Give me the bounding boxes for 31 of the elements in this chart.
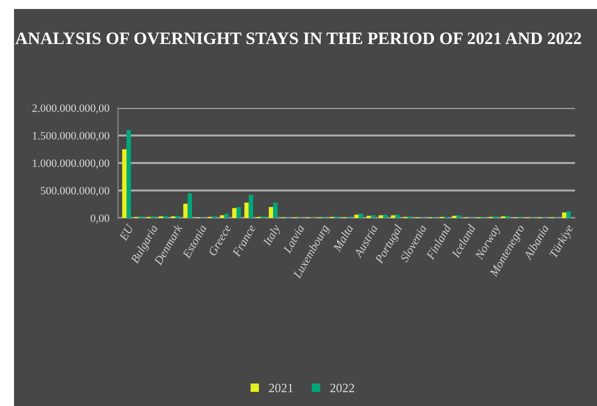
y-tick-label: 0,00 bbox=[90, 214, 110, 224]
bar bbox=[183, 204, 188, 218]
bar bbox=[220, 215, 224, 218]
bar bbox=[188, 193, 192, 218]
bar bbox=[268, 207, 274, 218]
bar bbox=[358, 214, 364, 218]
bar bbox=[566, 211, 571, 218]
bar bbox=[395, 214, 400, 218]
bar bbox=[456, 215, 461, 218]
bar bbox=[354, 214, 359, 218]
y-tick-label: 1.000.000.000,00 bbox=[32, 159, 110, 169]
legend-label: 2021 bbox=[269, 384, 293, 392]
bar bbox=[248, 194, 254, 218]
y-tick-label: 2.000.000.000,00 bbox=[32, 104, 110, 114]
bar bbox=[122, 149, 127, 218]
bar bbox=[383, 214, 388, 218]
bar bbox=[224, 214, 229, 218]
bar bbox=[236, 207, 241, 218]
y-tick-label: 1.500.000.000,00 bbox=[32, 132, 110, 142]
x-tick-label: EU bbox=[119, 223, 134, 242]
bar bbox=[390, 215, 396, 218]
chart-title: ANALYSIS OF OVERNIGHT STAYS IN THE PERIOD OF 2021 AND 2022 bbox=[15, 32, 582, 44]
bar bbox=[378, 215, 384, 218]
bar bbox=[370, 215, 376, 218]
bar bbox=[273, 202, 278, 218]
bar bbox=[232, 208, 237, 218]
bar bbox=[126, 130, 131, 218]
bar bbox=[562, 212, 566, 218]
legend-label: 2022 bbox=[330, 384, 354, 392]
bar bbox=[244, 202, 249, 218]
y-tick-label: 500.000.000,00 bbox=[40, 186, 110, 196]
